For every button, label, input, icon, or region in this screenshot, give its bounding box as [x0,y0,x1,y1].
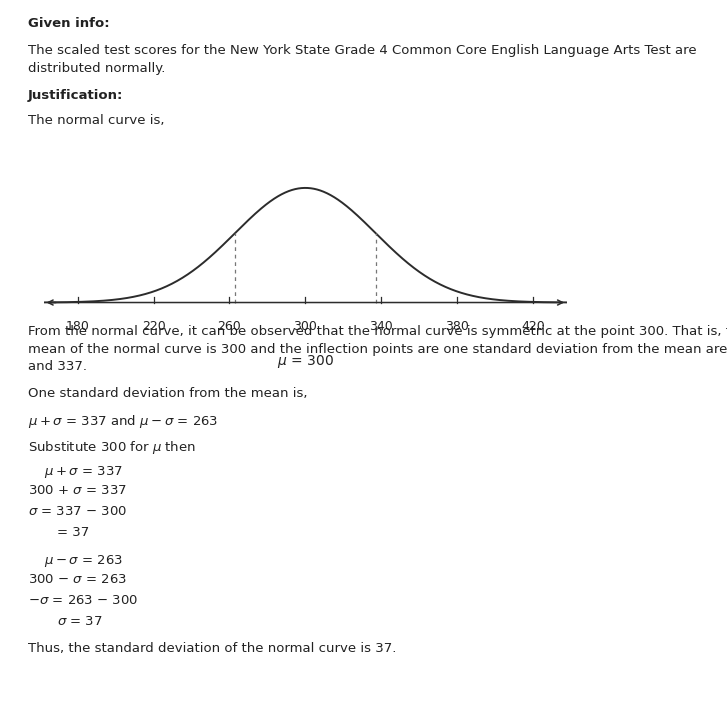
Text: 300 $-$ $\sigma$ = 263: 300 $-$ $\sigma$ = 263 [28,573,126,586]
Text: distributed normally.: distributed normally. [28,61,165,75]
Text: $\mu + \sigma$ = 337 and $\mu - \sigma$ = 263: $\mu + \sigma$ = 337 and $\mu - \sigma$ … [28,413,218,430]
Text: mean of the normal curve is 300 and the inflection points are one standard devia: mean of the normal curve is 300 and the … [28,342,727,356]
Text: $-\sigma$ = 263 $-$ 300: $-\sigma$ = 263 $-$ 300 [28,594,138,607]
Text: = 37: = 37 [57,526,89,538]
Text: The scaled test scores for the New York State Grade 4 Common Core English Langua: The scaled test scores for the New York … [28,44,696,57]
Text: $\mu$ = 300: $\mu$ = 300 [277,353,334,370]
Text: 300 + $\sigma$ = 337: 300 + $\sigma$ = 337 [28,484,126,498]
Text: and 337.: and 337. [28,360,87,373]
Text: $\sigma$ = 337 $-$ 300: $\sigma$ = 337 $-$ 300 [28,505,126,518]
Text: $\mu + \sigma$ = 337: $\mu + \sigma$ = 337 [44,464,123,480]
Text: $\sigma$ = 37: $\sigma$ = 37 [57,614,103,628]
Text: $\mu - \sigma$ = 263: $\mu - \sigma$ = 263 [44,553,123,568]
Text: Substitute 300 for $\mu$ then: Substitute 300 for $\mu$ then [28,439,196,456]
Text: The normal curve is,: The normal curve is, [28,114,164,127]
Text: Justification:: Justification: [28,89,123,102]
Text: Given info:: Given info: [28,17,109,30]
Text: Thus, the standard deviation of the normal curve is 37.: Thus, the standard deviation of the norm… [28,642,396,655]
Text: One standard deviation from the mean is,: One standard deviation from the mean is, [28,387,307,400]
Text: From the normal curve, it can be observed that the normal curve is symmetric at : From the normal curve, it can be observe… [28,325,727,338]
